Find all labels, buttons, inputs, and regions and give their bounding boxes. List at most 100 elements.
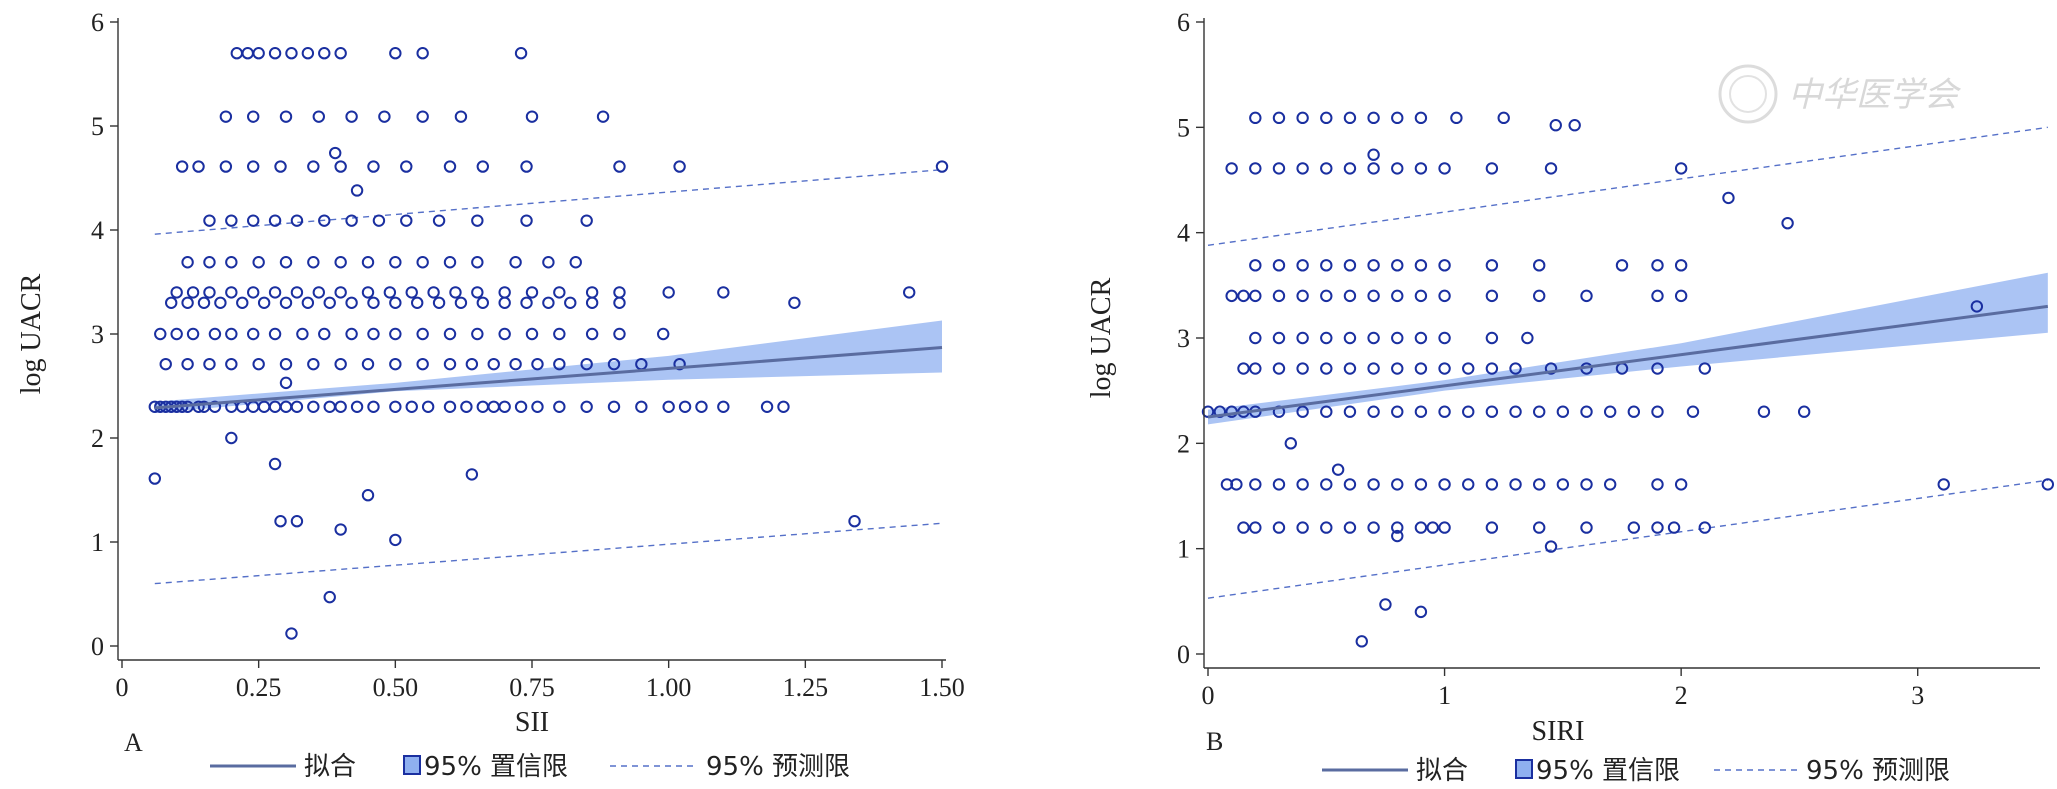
data-point [1438, 162, 1451, 175]
data-point [580, 400, 593, 413]
data-point [1296, 111, 1309, 125]
data-point [1391, 521, 1404, 534]
data-point [432, 296, 446, 309]
data-point [613, 286, 626, 299]
y-tick-label: 6 [1177, 8, 1190, 37]
data-point [1414, 405, 1428, 418]
data-point [186, 327, 200, 341]
data-point [148, 472, 162, 485]
data-point [268, 400, 282, 413]
y-tick-label: 3 [91, 320, 104, 349]
x-tick-label: 1.25 [783, 673, 829, 702]
x-tick-label: 0.25 [236, 673, 282, 702]
data-point [1272, 478, 1286, 491]
data-point [301, 296, 315, 309]
data-point [1533, 289, 1546, 303]
data-point [1651, 405, 1664, 418]
y-tick-label: 3 [1177, 324, 1190, 353]
data-point [389, 357, 402, 371]
y-tick-label: 0 [91, 632, 104, 661]
data-point [230, 47, 244, 60]
data-point [416, 110, 429, 123]
data-point [1367, 478, 1380, 491]
fit-line [1207, 304, 2049, 419]
data-point [1556, 478, 1570, 491]
data-point [247, 110, 260, 123]
data-point [1651, 521, 1664, 534]
data-point [225, 431, 238, 445]
data-point [1230, 478, 1243, 491]
data-point [1343, 111, 1357, 125]
data-point [1580, 521, 1593, 534]
data-point [1438, 259, 1451, 272]
x-tick-label: 2 [1675, 681, 1688, 710]
data-point [1544, 540, 1558, 553]
data-point [290, 515, 304, 528]
data-point [279, 357, 293, 371]
data-point [247, 214, 260, 227]
data-point [334, 400, 347, 413]
data-point [1438, 405, 1451, 418]
data-point [268, 47, 282, 60]
data-point [1343, 162, 1357, 175]
data-point [542, 256, 555, 269]
data-point [290, 400, 304, 413]
data-point [334, 47, 347, 60]
data-point [1698, 521, 1712, 534]
data-point [1391, 331, 1404, 345]
data-point [197, 296, 211, 309]
data-point [678, 400, 692, 413]
data-point [1686, 405, 1700, 418]
data-point [247, 160, 260, 173]
data-point [252, 47, 265, 60]
y-tick-label: 5 [91, 112, 104, 141]
data-point [1343, 362, 1357, 375]
data-point [170, 327, 183, 341]
x-tick-label: 1.00 [646, 673, 692, 702]
data-point [1249, 162, 1262, 175]
data-point [1414, 289, 1428, 303]
data-point [1414, 162, 1428, 175]
x-axis-label: SII [515, 707, 549, 738]
data-point [1296, 521, 1309, 534]
data-point [405, 400, 418, 413]
data-point [520, 160, 533, 173]
data-point [361, 256, 375, 269]
data-point [553, 327, 566, 341]
data-point [1970, 300, 1984, 313]
data-point [585, 327, 599, 341]
data-point [383, 286, 397, 299]
data-point [903, 286, 916, 299]
data-point [389, 327, 402, 341]
data-point [717, 400, 730, 413]
data-point [350, 400, 364, 413]
data-point [427, 286, 440, 299]
data-point [673, 357, 686, 371]
data-point [378, 110, 391, 123]
data-point [443, 256, 457, 269]
data-point [1343, 331, 1357, 345]
data-point [279, 296, 293, 309]
data-point [301, 47, 315, 60]
data-point [1438, 331, 1451, 345]
prediction-lower-line [1207, 479, 2048, 599]
data-point [285, 627, 298, 640]
data-point [1249, 289, 1262, 303]
chart-panel-b: 0 1 2 3 4 5 6 0 1 2 3 SIRI log UACR B [1086, 8, 2055, 756]
data-point [487, 357, 500, 371]
data-point [443, 357, 457, 371]
data-point [389, 400, 402, 413]
data-point [1296, 162, 1309, 175]
data-point [285, 47, 298, 60]
x-tick-label: 1 [1438, 681, 1451, 710]
data-point [1320, 405, 1333, 418]
data-point [416, 357, 429, 371]
data-point [717, 286, 730, 299]
data-point [607, 400, 621, 413]
data-point [312, 110, 325, 123]
data-point [1367, 259, 1380, 272]
data-point [1272, 521, 1286, 534]
data-point [411, 296, 424, 309]
data-point [1249, 259, 1262, 272]
data-point [1391, 111, 1404, 125]
